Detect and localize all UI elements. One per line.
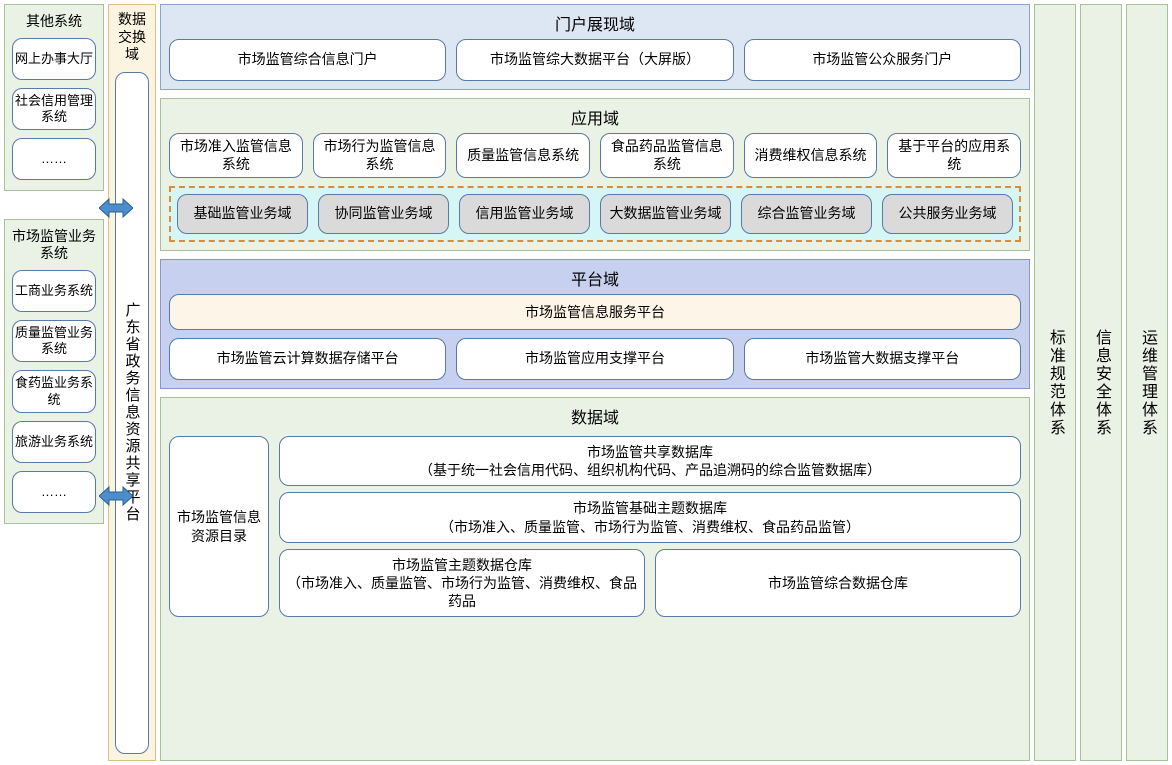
data-title: 数据域 (169, 402, 1021, 432)
app-row2: 基础监管业务域 协同监管业务域 信用监管业务域 大数据监管业务域 综合监管业务域… (177, 194, 1013, 234)
list-item: 食品药品监管信息系统 (600, 133, 734, 178)
app-dashed-group: 基础监管业务域 协同监管业务域 信用监管业务域 大数据监管业务域 综合监管业务域… (169, 186, 1021, 242)
list-item: 公共服务业务域 (882, 194, 1013, 234)
app-domain: 应用域 市场准入监管信息系统 市场行为监管信息系统 质量监管信息系统 食品药品监… (160, 98, 1030, 251)
list-item: 旅游业务系统 (12, 421, 96, 463)
portal-title: 门户展现域 (169, 9, 1021, 39)
data-catalog: 市场监管信息资源目录 (169, 436, 269, 617)
other-systems-title: 其他系统 (26, 11, 82, 30)
data-exchange-inner: 广东省政务信息资源共享平台 (115, 72, 149, 755)
data-exchange-column: 数据交换域 广东省政务信息资源共享平台 (108, 4, 156, 761)
list-item: 市场监管应用支撑平台 (456, 338, 733, 380)
list-item: 社会信用管理系统 (12, 88, 96, 131)
list-item: 市场准入监管信息系统 (169, 133, 303, 178)
right-col-security: 信息安全体系 (1080, 4, 1122, 761)
data-bottom-row: 市场监管主题数据仓库 （市场准入、质量监管、市场行为监管、消费维权、食品药品 市… (279, 549, 1021, 618)
list-item: 市场监管云计算数据存储平台 (169, 338, 446, 380)
list-item: 市场监管综大数据平台（大屏版） (456, 39, 733, 81)
double-arrow-icon (99, 196, 133, 220)
list-item: …… (12, 138, 96, 180)
data-domain-inner: 市场监管信息资源目录 市场监管共享数据库 （基于统一社会信用代码、组织机构代码、… (169, 436, 1021, 617)
right-label: 运维管理体系 (1135, 329, 1159, 437)
data-right-stack: 市场监管共享数据库 （基于统一社会信用代码、组织机构代码、产品追溯码的综合监管数… (279, 436, 1021, 617)
list-item: 大数据监管业务域 (600, 194, 731, 234)
list-item: 基于平台的应用系统 (887, 133, 1021, 178)
double-arrow-icon (99, 484, 133, 508)
center-stack: 门户展现域 市场监管综合信息门户 市场监管综大数据平台（大屏版） 市场监管公众服… (160, 4, 1030, 761)
portal-domain: 门户展现域 市场监管综合信息门户 市场监管综大数据平台（大屏版） 市场监管公众服… (160, 4, 1030, 90)
shared-db-sub: （基于统一社会信用代码、组织机构代码、产品追溯码的综合监管数据库） (419, 462, 881, 478)
architecture-diagram: 其他系统 网上办事大厅 社会信用管理系统 …… 市场监管业务系统 工商业务系统 … (4, 4, 1168, 761)
list-item: 工商业务系统 (12, 270, 96, 312)
warehouse-a: 市场监管主题数据仓库 （市场准入、质量监管、市场行为监管、消费维权、食品药品 (279, 549, 645, 618)
list-item: …… (12, 471, 96, 513)
other-systems-box: 其他系统 网上办事大厅 社会信用管理系统 …… (4, 4, 104, 191)
right-label: 信息安全体系 (1089, 329, 1113, 437)
shared-db: 市场监管共享数据库 （基于统一社会信用代码、组织机构代码、产品追溯码的综合监管数… (279, 436, 1021, 486)
app-row1: 市场准入监管信息系统 市场行为监管信息系统 质量监管信息系统 食品药品监管信息系… (169, 133, 1021, 178)
platform-title: 平台域 (169, 264, 1021, 294)
warehouse-b: 市场监管综合数据仓库 (655, 549, 1021, 618)
list-item: 质量监管业务系统 (12, 320, 96, 363)
platform-row: 市场监管云计算数据存储平台 市场监管应用支撑平台 市场监管大数据支撑平台 (169, 338, 1021, 380)
list-item: 食药监业务系统 (12, 370, 96, 413)
list-item: 信用监管业务域 (459, 194, 590, 234)
list-item: 市场监管综合信息门户 (169, 39, 446, 81)
right-col-standards: 标准规范体系 (1034, 4, 1076, 761)
market-systems-title: 市场监管业务系统 (11, 226, 97, 262)
platform-domain: 平台域 市场监管信息服务平台 市场监管云计算数据存储平台 市场监管应用支撑平台 … (160, 259, 1030, 389)
data-domain: 数据域 市场监管信息资源目录 市场监管共享数据库 （基于统一社会信用代码、组织机… (160, 397, 1030, 761)
right-col-ops: 运维管理体系 (1126, 4, 1168, 761)
list-item: 协同监管业务域 (318, 194, 449, 234)
list-item: 质量监管信息系统 (456, 133, 590, 178)
market-systems-box: 市场监管业务系统 工商业务系统 质量监管业务系统 食药监业务系统 旅游业务系统 … (4, 219, 104, 524)
list-item: 市场监管公众服务门户 (744, 39, 1021, 81)
topic-db-title: 市场监管基础主题数据库 (573, 500, 727, 516)
shared-db-title: 市场监管共享数据库 (587, 444, 713, 460)
platform-main: 市场监管信息服务平台 (169, 294, 1021, 330)
topic-db: 市场监管基础主题数据库 （市场准入、质量监管、市场行为监管、消费维权、食品药品监… (279, 492, 1021, 542)
list-item: 网上办事大厅 (12, 38, 96, 80)
right-label: 标准规范体系 (1043, 329, 1067, 437)
list-item: 市场行为监管信息系统 (313, 133, 447, 178)
topic-db-sub: （市场准入、质量监管、市场行为监管、消费维权、食品药品监管） (440, 519, 860, 535)
app-title: 应用域 (169, 103, 1021, 133)
list-item: 市场监管大数据支撑平台 (744, 338, 1021, 380)
list-item: 综合监管业务域 (741, 194, 872, 234)
data-exchange-title: 数据交换域 (113, 11, 151, 64)
left-column: 其他系统 网上办事大厅 社会信用管理系统 …… 市场监管业务系统 工商业务系统 … (4, 4, 104, 761)
list-item: 基础监管业务域 (177, 194, 308, 234)
list-item: 消费维权信息系统 (744, 133, 878, 178)
portal-row: 市场监管综合信息门户 市场监管综大数据平台（大屏版） 市场监管公众服务门户 (169, 39, 1021, 81)
